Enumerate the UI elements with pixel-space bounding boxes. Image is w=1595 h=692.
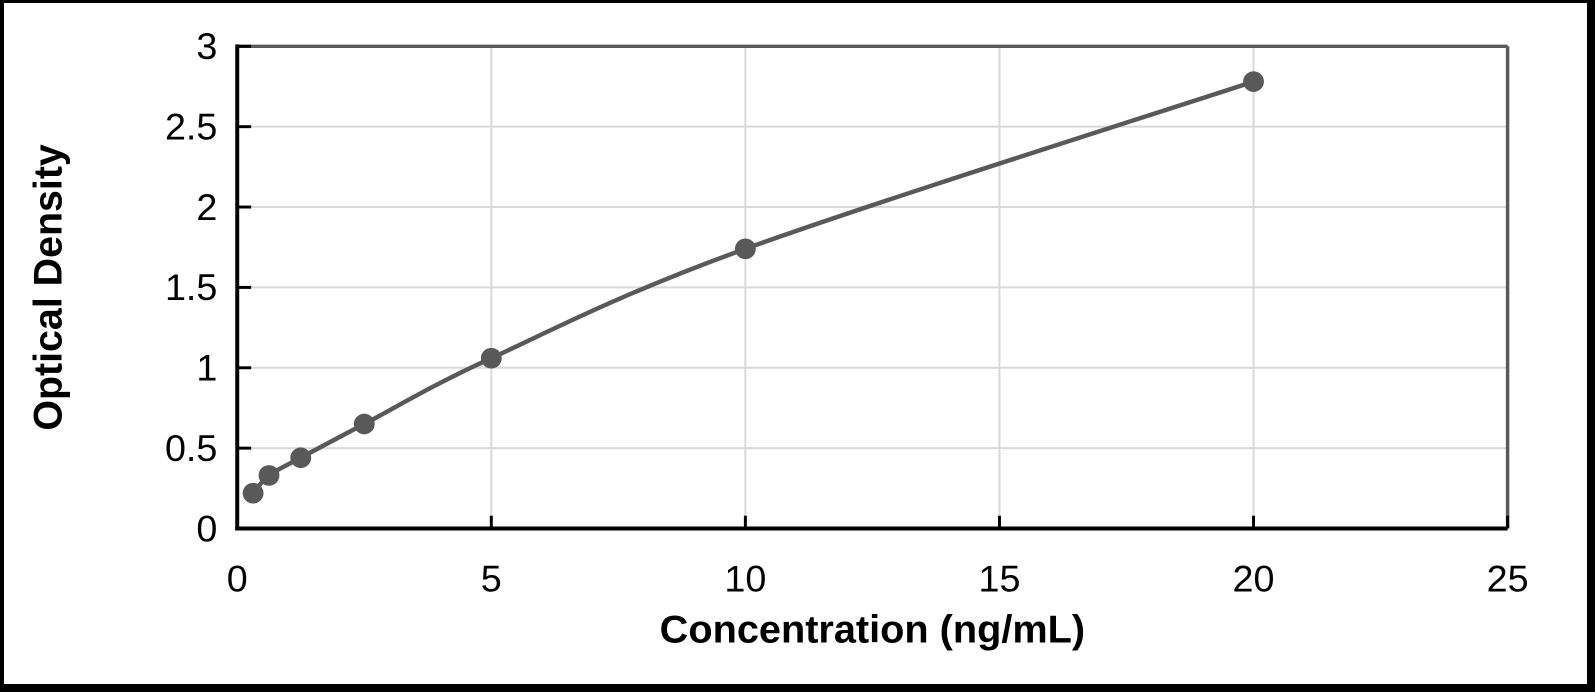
elisa-standard-curve-chart: 0 0.5 1 1.5 2 2.5 3 0 5 10 15 20 25 Concentration (n… (26, 25, 1529, 652)
data-point-marker (353, 413, 375, 435)
data-point-marker (1243, 71, 1264, 92)
data-point-marker (242, 482, 264, 504)
tick-labels-layer: 0 0.5 1 1.5 2 2.5 3 0 5 10 15 20 25 (165, 25, 1529, 599)
x-tick-label: 25 (1487, 558, 1529, 600)
x-tick-label: 5 (481, 558, 502, 600)
data-point-marker (290, 447, 312, 469)
x-tick-label: 10 (724, 558, 766, 600)
x-tick-label: 0 (227, 558, 248, 600)
y-axis-title: Optical Density (26, 144, 70, 430)
y-tick-label: 3 (196, 25, 217, 67)
x-axis-title: Concentration (ng/mL) (660, 608, 1085, 652)
gridlines-layer (237, 46, 1508, 529)
y-tick-label: 1 (196, 347, 217, 389)
x-tick-label: 15 (978, 558, 1020, 600)
data-series-layer (242, 71, 1264, 504)
data-point-marker (480, 347, 502, 369)
y-tick-label: 2.5 (165, 106, 217, 148)
y-tick-label: 2 (196, 186, 217, 228)
y-tick-label: 1.5 (165, 266, 217, 308)
data-point-marker (258, 465, 280, 486)
y-tick-label: 0.5 (165, 427, 217, 469)
data-point-marker (734, 238, 756, 260)
x-tick-label: 20 (1233, 558, 1275, 600)
y-tick-label: 0 (196, 507, 217, 549)
axes-layer (235, 44, 1510, 531)
